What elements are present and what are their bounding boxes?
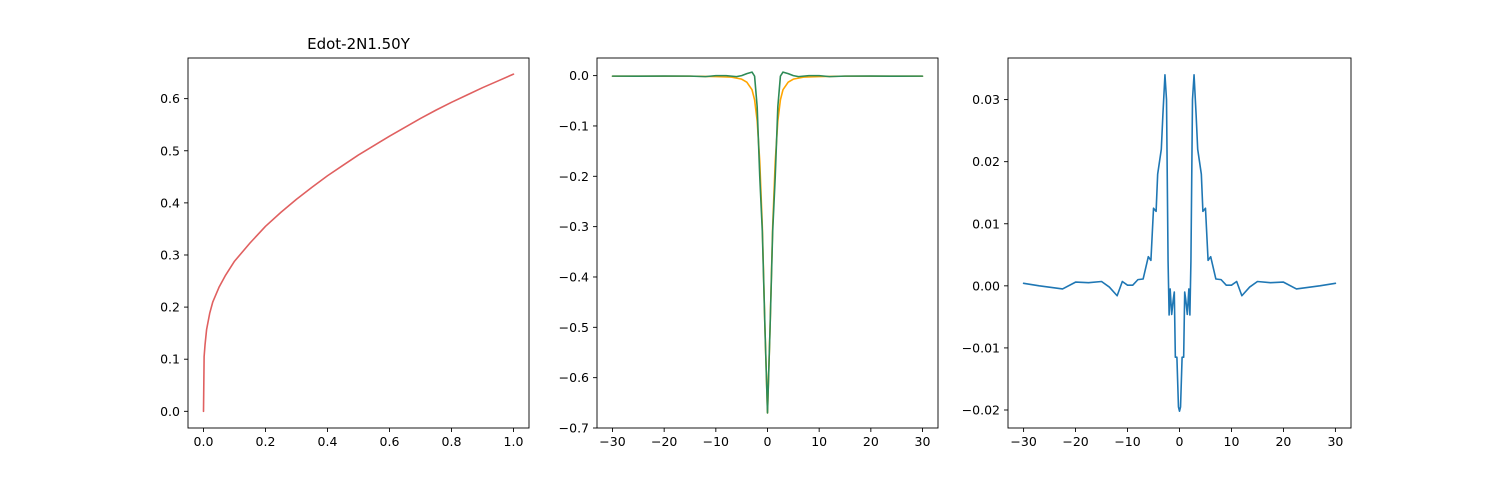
series-line-left-0	[202, 73, 515, 413]
y-tick-label-middle: −0.4	[559, 269, 589, 284]
x-tick-label-middle: −30	[599, 434, 625, 449]
y-tick-label-left: 0.2	[160, 300, 180, 315]
y-tick-label-right: 0.03	[972, 92, 1000, 107]
x-tick-label-middle: 20	[863, 434, 879, 449]
x-tick-label-left: 0.6	[380, 434, 400, 449]
x-tick-label-right: −10	[1114, 434, 1140, 449]
x-tick-label-left: 0.4	[318, 434, 338, 449]
x-tick-label-left: 1.0	[504, 434, 524, 449]
y-tick-label-middle: −0.2	[559, 169, 589, 184]
x-tick-label-right: 20	[1275, 434, 1291, 449]
y-tick-label-left: 0.3	[160, 247, 180, 262]
y-tick-label-left: 0.1	[160, 352, 180, 367]
y-tick-label-left: 0.5	[160, 143, 180, 158]
y-tick-label-right: 0.02	[972, 154, 1000, 169]
series-line-right-0	[1022, 73, 1337, 413]
y-tick-label-middle: −0.5	[559, 320, 589, 335]
y-tick-label-middle: 0.0	[569, 68, 589, 83]
y-tick-label-middle: −0.7	[559, 421, 589, 436]
panel-left: 0.0 0.2 0.4 0.6 0.8 1.0 0.0 0.1 0.2 0.3 0.4 0.5 0.6 E…	[160, 35, 530, 449]
y-tick-label-right: 0.01	[972, 216, 1000, 231]
x-tick-label-right: 10	[1224, 434, 1240, 449]
y-tick-label-middle: −0.1	[559, 118, 589, 133]
x-tick-label-right: −20	[1062, 434, 1088, 449]
y-tick-label-left: 0.6	[160, 91, 180, 106]
x-tick-label-right: 0	[1176, 434, 1184, 449]
x-tick-label-left: 0.0	[194, 434, 214, 449]
x-tick-label-middle: 0	[764, 434, 772, 449]
axes-frame-left	[187, 57, 530, 429]
y-tick-label-left: 0.0	[160, 404, 180, 419]
x-tick-label-middle: −20	[651, 434, 677, 449]
x-tick-label-left: 0.2	[256, 434, 276, 449]
x-tick-label-middle: −10	[703, 434, 729, 449]
y-tick-label-middle: −0.3	[559, 219, 589, 234]
x-tick-label-right: −30	[1010, 434, 1036, 449]
y-tick-label-middle: −0.6	[559, 370, 589, 385]
chart-title-left: Edot-2N1.50Y	[307, 35, 411, 53]
x-tick-label-right: 30	[1327, 434, 1343, 449]
series-line-middle-1	[611, 71, 924, 414]
x-tick-label-left: 0.8	[442, 434, 462, 449]
y-tick-label-left: 0.4	[160, 195, 180, 210]
y-tick-label-right: −0.02	[962, 402, 1000, 417]
y-tick-label-right: −0.01	[962, 340, 1000, 355]
x-tick-label-middle: 30	[915, 434, 931, 449]
x-tick-label-middle: 10	[811, 434, 827, 449]
y-tick-label-right: 0.00	[972, 278, 1000, 293]
panel-right: −30 −20 −10 0 10 20 30 0.03 0.02 0.01 0.00 −0.01 −0.…	[962, 57, 1352, 449]
panel-middle: −30 −20 −10 0 10 20 30 0.0 −0.1 −0.2 −0.3 −0.4 −0.5 −…	[559, 57, 939, 449]
